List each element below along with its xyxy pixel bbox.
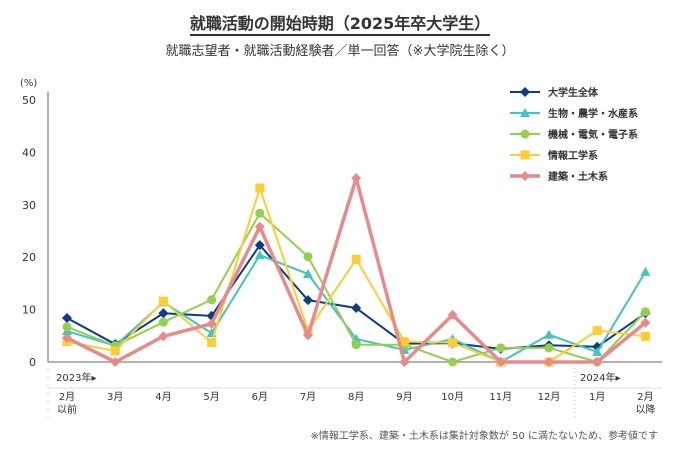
legend-label: 建築・土木系 <box>547 170 608 183</box>
data-point <box>62 332 72 343</box>
legend-marker <box>520 150 530 160</box>
legend-marker <box>520 171 530 181</box>
data-point <box>640 317 651 328</box>
data-point <box>255 183 265 193</box>
data-point <box>303 252 313 262</box>
legend-marker <box>520 129 530 139</box>
legend-marker <box>520 108 530 117</box>
data-point <box>303 330 313 341</box>
data-point <box>544 329 554 339</box>
data-point <box>303 268 313 278</box>
chart-title-text: 就職活動の開始時期（2025年卒大学生） <box>189 14 491 36</box>
x-tick-label: 11月 <box>489 391 512 403</box>
legend-label: 情報工学系 <box>548 149 598 162</box>
x-tick-label: 3月 <box>107 391 123 403</box>
data-point <box>399 337 409 347</box>
data-point <box>351 303 362 314</box>
x-tick-label: 以前 <box>57 403 77 416</box>
data-point <box>351 340 361 350</box>
x-tick-label: 12月 <box>538 391 561 403</box>
data-point <box>592 326 602 336</box>
data-point <box>62 322 72 332</box>
data-point <box>207 338 217 348</box>
footnote: ※情報工学系、建築・土木系は集計対象数が 50 に満たないため、参考値です <box>310 431 658 442</box>
data-point <box>448 338 458 348</box>
y-tick-label: 30 <box>22 199 36 212</box>
x-tick-label: 2月 <box>59 391 75 403</box>
year-label: 2023年▸ <box>56 371 96 384</box>
data-point <box>158 296 168 306</box>
data-point <box>255 208 265 218</box>
x-tick-label: 10月 <box>441 391 464 403</box>
x-tick-label: 5月 <box>203 391 219 403</box>
x-tick-label: 以降 <box>635 403 655 416</box>
legend-marker <box>520 87 530 97</box>
data-point <box>495 357 506 367</box>
legend-label: 大学生全体 <box>548 86 599 99</box>
year-label: 2024年▸ <box>580 371 620 384</box>
y-tick-label: 10 <box>22 304 36 317</box>
legend-label: 生物・農学・水産系 <box>548 107 638 120</box>
data-point <box>592 347 603 357</box>
y-tick-label: 20 <box>22 251 36 264</box>
y-tick-label: 40 <box>22 146 36 159</box>
legend-label: 機械・電気・電子系 <box>548 128 638 141</box>
x-tick-label: 1月 <box>589 391 605 403</box>
data-point <box>207 295 217 305</box>
data-point <box>640 266 651 276</box>
data-point <box>158 308 169 319</box>
data-point <box>399 357 410 367</box>
data-point <box>158 331 169 342</box>
data-point <box>351 254 361 264</box>
data-point <box>544 357 554 367</box>
data-point <box>351 173 362 184</box>
data-point <box>110 357 121 367</box>
y-axis-unit: (%) <box>20 78 38 89</box>
data-point <box>254 221 265 232</box>
x-tick-label: 8月 <box>348 391 364 403</box>
data-point <box>254 250 265 260</box>
data-point <box>206 318 217 329</box>
data-point <box>303 295 313 306</box>
x-tick-label: 6月 <box>252 391 268 403</box>
data-point <box>110 346 120 356</box>
data-point <box>448 357 458 367</box>
data-point <box>254 240 265 251</box>
data-point <box>544 343 554 353</box>
chart-title: 就職活動の開始時期（2025年卒大学生） <box>0 10 680 36</box>
data-point <box>496 343 506 353</box>
data-point <box>640 331 650 341</box>
data-point <box>640 307 650 317</box>
x-tick-label: 4月 <box>155 391 171 403</box>
x-tick-label: 2月 <box>637 391 653 403</box>
data-point <box>447 309 458 320</box>
chart-subtitle: 就職志望者・就職活動経験者／単一回答（※大学院生除く） <box>165 44 515 59</box>
x-tick-label: 7月 <box>300 391 316 403</box>
x-tick-label: 9月 <box>396 391 412 403</box>
data-point <box>62 312 72 323</box>
y-tick-label: 0 <box>29 356 36 369</box>
data-point <box>158 317 168 327</box>
y-tick-label: 50 <box>22 94 36 107</box>
data-point <box>592 357 603 367</box>
